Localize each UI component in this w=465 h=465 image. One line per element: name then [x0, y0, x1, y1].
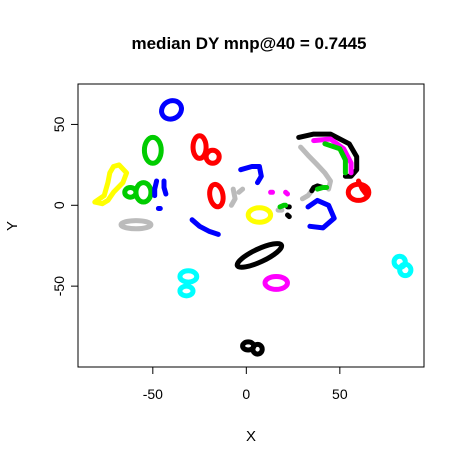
y-tick-label-3: 50	[51, 116, 67, 132]
point-cluster-36	[177, 268, 200, 285]
point-cluster-27	[322, 141, 348, 176]
plot-frame	[77, 83, 425, 368]
point-cluster-28	[298, 144, 333, 192]
point-cluster-35	[262, 273, 290, 292]
point-cluster-8	[152, 178, 160, 199]
point-cluster-1	[159, 98, 184, 122]
point-cluster-34	[234, 241, 285, 270]
point-cluster-33	[356, 178, 369, 197]
data-points	[92, 98, 414, 357]
point-cluster-24	[305, 197, 337, 231]
point-cluster-39	[397, 261, 414, 279]
y-axis: -50 0 50	[51, 116, 79, 296]
point-cluster-23	[277, 202, 289, 210]
y-tick-label-1: -50	[51, 276, 67, 296]
point-cluster-13	[228, 186, 238, 208]
point-cluster-7	[122, 184, 139, 200]
point-cluster-3	[190, 133, 209, 161]
y-axis-label: Y	[4, 221, 21, 231]
y-tick-label-2: 0	[51, 201, 67, 209]
point-cluster-12	[207, 181, 226, 210]
x-tick-label-2: 0	[242, 386, 250, 402]
point-cluster-19	[283, 189, 290, 197]
point-cluster-5	[92, 162, 130, 207]
x-axis-label: X	[246, 428, 256, 445]
point-cluster-14	[236, 186, 246, 195]
x-tick-label-3: 50	[332, 386, 348, 402]
point-cluster-4	[203, 147, 222, 166]
point-cluster-37	[177, 283, 196, 299]
point-cluster-11	[118, 218, 154, 232]
point-cluster-41	[250, 341, 265, 357]
point-cluster-31	[314, 185, 330, 192]
point-cluster-26	[311, 136, 354, 176]
point-cluster-15	[238, 164, 264, 186]
x-tick-label-1: -50	[143, 386, 163, 402]
point-cluster-2	[141, 134, 164, 166]
chart-title: median DY mnp@40 = 0.7445	[131, 34, 366, 53]
point-cluster-16	[189, 217, 221, 237]
x-axis: -50 0 50	[143, 366, 348, 402]
point-cluster-17	[245, 205, 274, 225]
point-cluster-9	[161, 178, 169, 197]
point-cluster-22	[285, 212, 292, 220]
